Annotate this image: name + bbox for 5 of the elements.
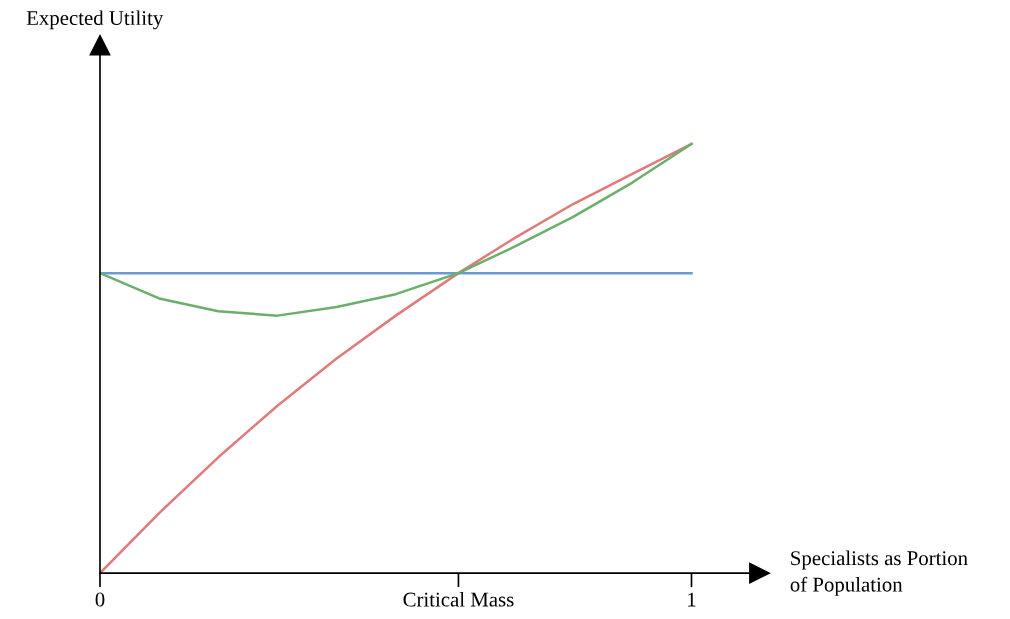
x-axis-title: Specialists as Portion of Population — [790, 550, 968, 596]
x-tick-label: Critical Mass — [403, 591, 514, 607]
x-tick-label: 1 — [688, 592, 696, 607]
x-tick-label: 0 — [95, 592, 105, 607]
text: Expected Utility — [26, 10, 164, 30]
